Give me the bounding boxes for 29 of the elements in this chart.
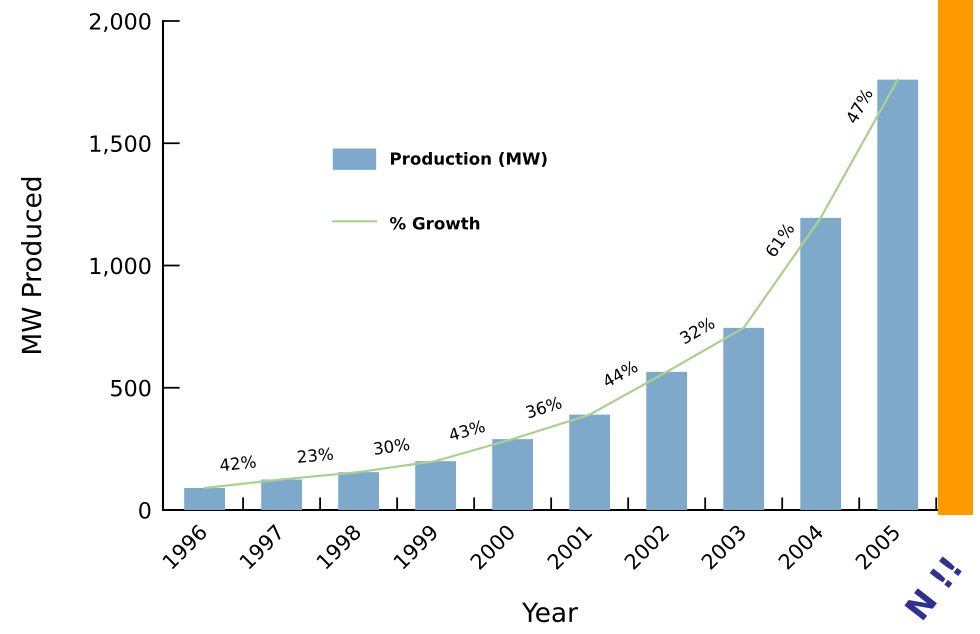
y-tick-label: 2,000 bbox=[90, 12, 150, 32]
annotation: 43% bbox=[448, 420, 486, 442]
bar bbox=[877, 80, 918, 510]
legend-label: Production (MW) bbox=[391, 152, 547, 167]
annotation: 32% bbox=[679, 316, 716, 344]
y-tick-label: 1,000 bbox=[90, 257, 150, 277]
line-series bbox=[203, 78, 899, 490]
bar bbox=[800, 218, 842, 510]
bar bbox=[261, 479, 302, 510]
annotation: 47% bbox=[845, 87, 874, 124]
bar bbox=[492, 439, 534, 510]
y-tick-label: 1,500 bbox=[90, 135, 150, 154]
bar bbox=[646, 372, 688, 510]
x-axis-title: Year bbox=[522, 602, 578, 622]
bar bbox=[569, 414, 610, 510]
y-tick-label: 500 bbox=[111, 380, 150, 397]
y-axis-title: MW Produced bbox=[21, 178, 42, 353]
annotation: 23% bbox=[297, 447, 334, 464]
text: N !! bbox=[904, 556, 962, 620]
annotation: 42% bbox=[220, 455, 256, 472]
legend-label: % Growth bbox=[390, 216, 480, 230]
annotation: 30% bbox=[373, 438, 410, 455]
annotation: 44% bbox=[602, 360, 639, 388]
y-tick-label: 0 bbox=[139, 502, 150, 519]
annotation: 36% bbox=[525, 396, 562, 419]
bar bbox=[338, 472, 380, 510]
bar bbox=[723, 328, 764, 510]
bar bbox=[184, 488, 225, 510]
bar bbox=[415, 461, 456, 510]
